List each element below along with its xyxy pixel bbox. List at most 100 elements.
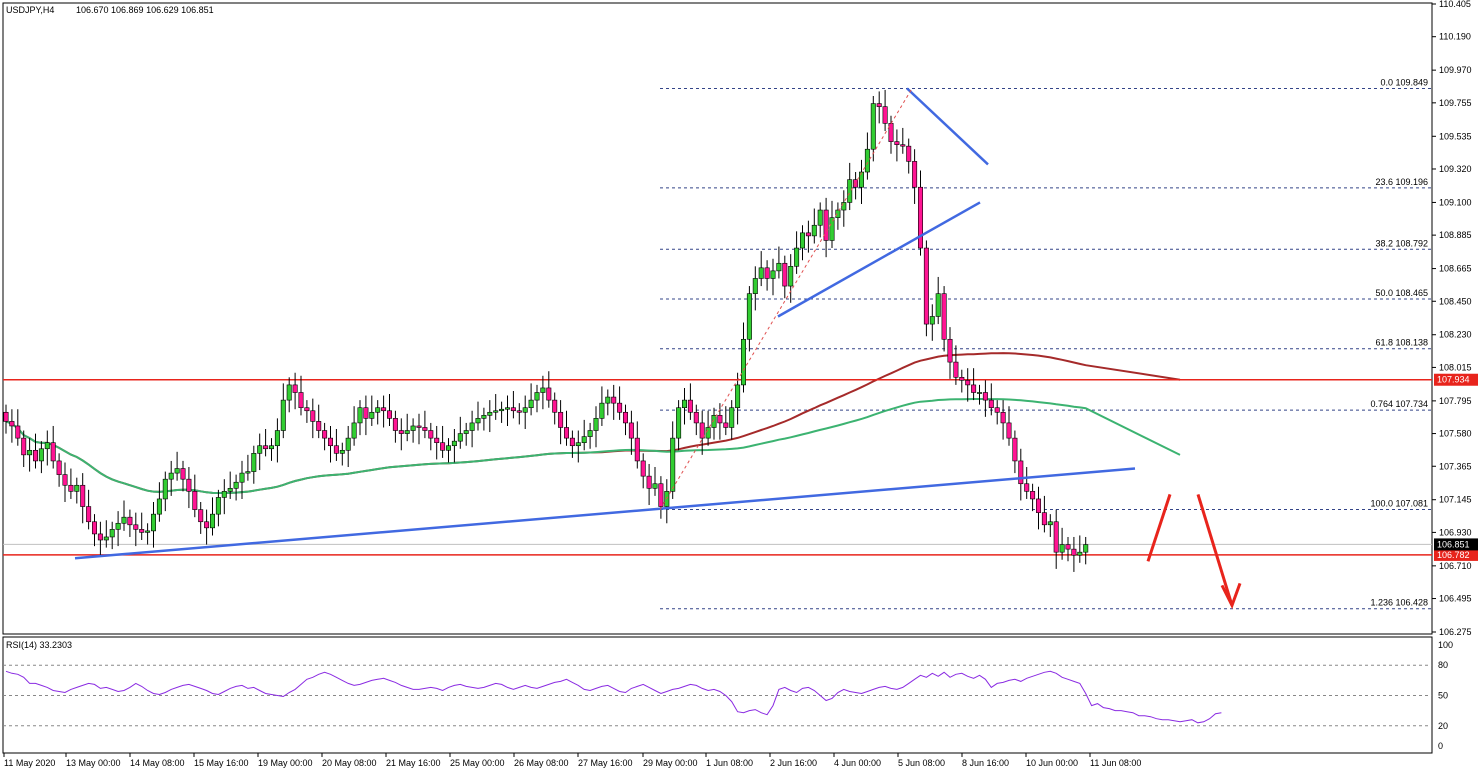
candle[interactable] [906,138,912,174]
projection-up-line[interactable] [1146,493,1172,562]
candle[interactable] [876,91,882,124]
candle[interactable] [552,392,558,425]
candle[interactable] [274,418,280,463]
candle[interactable] [357,400,363,436]
candle[interactable] [263,429,269,457]
candle[interactable] [103,520,109,548]
candle[interactable] [870,95,876,162]
candle[interactable] [398,418,404,451]
candle[interactable] [404,413,410,442]
candle[interactable] [174,451,180,481]
candle[interactable] [227,471,233,499]
rising-trend-line[interactable] [74,467,1136,560]
candle[interactable] [534,384,540,413]
candle[interactable] [941,286,947,352]
candle[interactable] [746,286,752,352]
candle[interactable] [699,410,705,455]
candle[interactable] [251,445,257,484]
candle[interactable] [982,380,988,417]
candle[interactable] [351,406,357,446]
candle[interactable] [593,406,599,448]
candle[interactable] [676,400,682,451]
candle[interactable] [68,468,74,499]
candle[interactable] [62,462,68,502]
candle[interactable] [546,371,552,408]
candle[interactable] [1012,430,1018,474]
candle[interactable] [363,395,369,436]
candle[interactable] [139,512,145,541]
candle[interactable] [145,523,151,545]
candle[interactable] [1030,483,1036,512]
candle[interactable] [811,208,817,244]
candle[interactable] [959,369,965,393]
candle[interactable] [151,501,157,548]
candle[interactable] [1024,467,1030,499]
candle[interactable] [858,159,864,204]
candle[interactable] [581,419,587,451]
candle[interactable] [86,489,92,530]
candle[interactable] [563,410,569,446]
candle[interactable] [575,430,581,463]
candle[interactable] [670,421,676,499]
candle[interactable] [864,132,870,180]
candle[interactable] [304,400,310,423]
candle[interactable] [428,422,434,451]
candle[interactable] [38,441,44,474]
candle[interactable] [764,260,770,291]
candle[interactable] [245,454,251,481]
candle[interactable] [186,467,192,509]
candle[interactable] [133,512,139,547]
candle[interactable] [587,422,593,449]
candle[interactable] [894,129,900,162]
candle[interactable] [339,442,345,466]
candle[interactable] [504,395,510,426]
candle[interactable] [221,479,227,515]
candle[interactable] [599,386,605,426]
candle[interactable] [729,400,735,440]
candle[interactable] [994,400,1000,425]
candle[interactable] [168,460,174,496]
candle[interactable] [788,254,794,303]
candle[interactable] [988,383,994,416]
candle[interactable] [162,471,168,512]
candle[interactable] [475,401,481,431]
candle[interactable] [1071,536,1077,572]
candle[interactable] [717,403,723,440]
candle[interactable] [965,368,971,402]
candle[interactable] [292,372,298,410]
candle[interactable] [487,400,493,433]
candle[interactable] [215,489,221,527]
candle[interactable] [15,409,21,446]
channel-resistance-line[interactable] [906,87,989,166]
candle[interactable] [1018,448,1024,501]
candle[interactable] [640,453,646,489]
candle[interactable] [953,345,959,385]
candle[interactable] [369,395,375,426]
candle[interactable] [658,476,664,519]
candle[interactable] [522,395,528,430]
candle[interactable] [693,404,699,436]
candle[interactable] [115,511,121,547]
candle[interactable] [74,477,80,504]
candle[interactable] [799,225,805,261]
candle[interactable] [687,383,693,420]
candle[interactable] [310,398,316,439]
candle[interactable] [758,251,764,287]
candle[interactable] [121,500,127,531]
candle[interactable] [451,429,457,463]
candle[interactable] [510,390,516,419]
candle[interactable] [333,429,339,461]
candle[interactable] [80,473,86,524]
candle[interactable] [569,430,575,458]
candle[interactable] [239,460,245,499]
candle[interactable] [109,521,115,550]
candle[interactable] [1059,527,1065,560]
candle[interactable] [634,421,640,469]
candle[interactable] [469,410,475,448]
candle[interactable] [386,394,392,426]
candle[interactable] [611,384,617,420]
candle[interactable] [322,422,328,451]
candle[interactable] [298,375,304,416]
candle[interactable] [463,422,469,446]
candle[interactable] [540,375,546,410]
